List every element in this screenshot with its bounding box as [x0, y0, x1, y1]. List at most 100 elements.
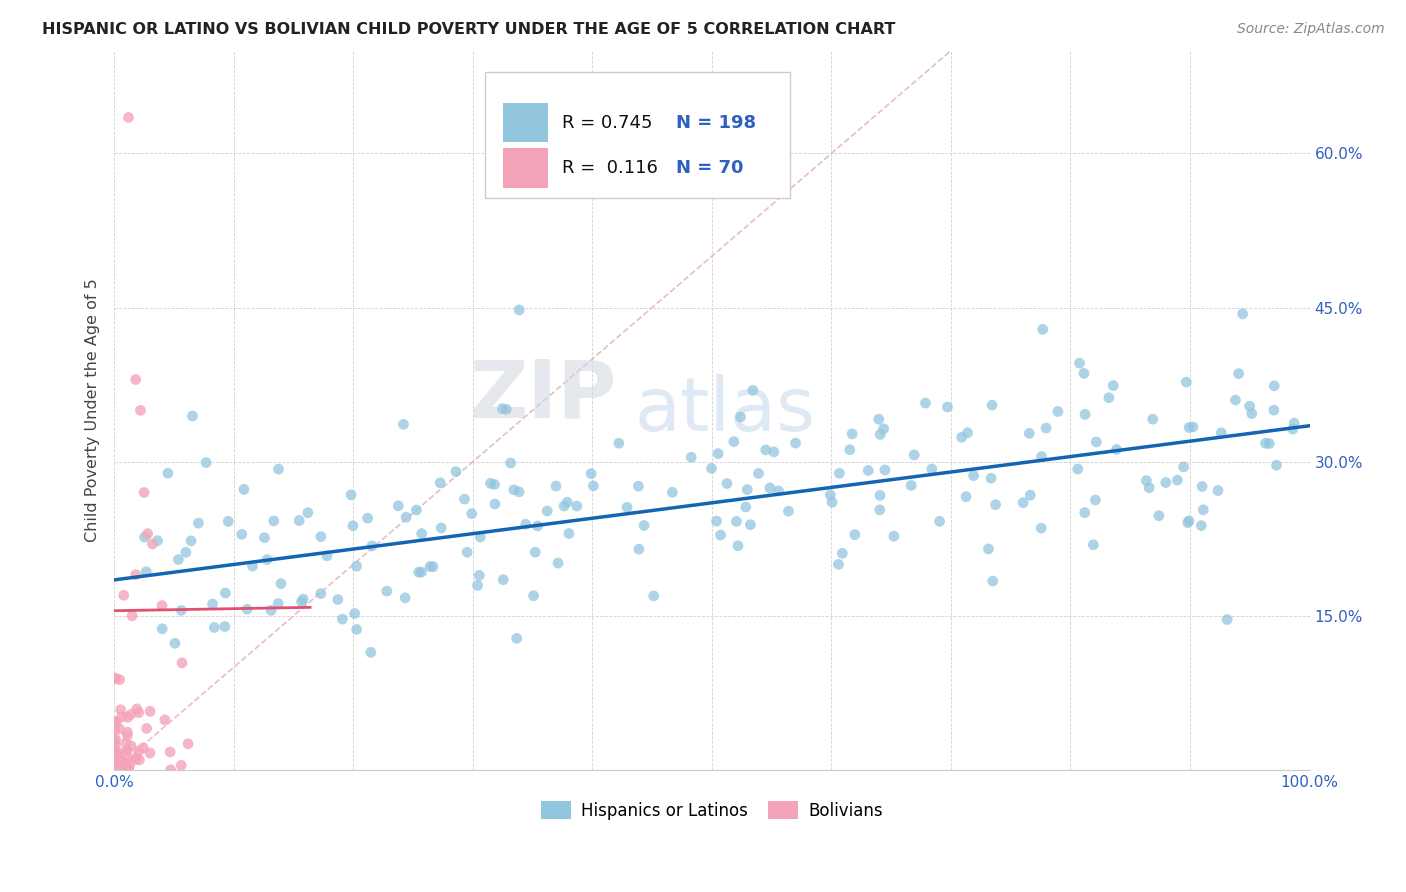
Point [112, 758, 135, 772]
Point [956, 425, 979, 440]
Point [778, 504, 800, 518]
Point [479, 476, 502, 491]
Point [553, 499, 575, 513]
Point [104, 745, 127, 759]
Point [1265, 458, 1288, 473]
Point [125, 751, 148, 765]
Point [1258, 436, 1281, 450]
Point [174, 545, 197, 559]
Point [108, 757, 131, 772]
Point [343, 607, 366, 621]
Point [103, 672, 125, 686]
Point [231, 527, 253, 541]
Point [360, 645, 382, 659]
Point [928, 514, 950, 528]
Point [1085, 435, 1108, 450]
Text: N = 198: N = 198 [676, 113, 756, 132]
Point [107, 761, 129, 775]
Point [1135, 474, 1157, 488]
Point [429, 475, 451, 490]
Point [187, 516, 209, 530]
Point [1031, 521, 1053, 535]
Point [107, 750, 129, 764]
Point [741, 384, 763, 398]
Point [292, 592, 315, 607]
Point [524, 545, 547, 559]
Point [565, 499, 588, 513]
Point [883, 529, 905, 543]
Point [342, 518, 364, 533]
Point [202, 620, 225, 634]
Point [869, 427, 891, 442]
Point [103, 732, 125, 747]
Point [129, 403, 152, 417]
Point [1035, 421, 1057, 435]
Text: ZIP: ZIP [470, 357, 616, 435]
Point [309, 530, 332, 544]
Point [124, 752, 146, 766]
Point [984, 498, 1007, 512]
Point [755, 442, 778, 457]
Point [111, 710, 134, 724]
Point [170, 603, 193, 617]
Point [290, 595, 312, 609]
Point [681, 450, 703, 465]
Point [263, 514, 285, 528]
Point [1073, 367, 1095, 381]
Point [108, 722, 131, 736]
Point [346, 623, 368, 637]
Point [737, 483, 759, 497]
Point [104, 671, 127, 685]
Point [117, 752, 139, 766]
Legend: Hispanics or Latinos, Bolivians: Hispanics or Latinos, Bolivians [534, 795, 889, 826]
Text: R = 0.745: R = 0.745 [562, 113, 652, 132]
Point [103, 753, 125, 767]
Point [456, 545, 478, 559]
Point [1098, 391, 1121, 405]
Point [288, 514, 311, 528]
Point [214, 586, 236, 600]
Point [105, 714, 128, 729]
Point [1074, 408, 1097, 422]
Point [267, 462, 290, 476]
Point [821, 495, 844, 509]
Point [135, 565, 157, 579]
Point [114, 756, 136, 770]
Point [1263, 403, 1285, 417]
Point [955, 490, 977, 504]
Text: N = 70: N = 70 [676, 159, 744, 177]
Point [103, 719, 125, 733]
Point [128, 706, 150, 720]
Point [716, 476, 738, 491]
Point [740, 517, 762, 532]
Point [470, 530, 492, 544]
Point [962, 468, 984, 483]
Point [242, 559, 264, 574]
Point [725, 515, 748, 529]
Point [150, 622, 173, 636]
Point [1175, 375, 1198, 389]
Point [491, 401, 513, 416]
Point [484, 477, 506, 491]
Point [163, 636, 186, 650]
Point [1281, 422, 1303, 436]
Point [104, 747, 127, 762]
Point [236, 602, 259, 616]
Point [103, 721, 125, 735]
Point [706, 514, 728, 528]
Point [115, 759, 138, 773]
Point [579, 467, 602, 481]
Point [1074, 506, 1097, 520]
Point [710, 528, 733, 542]
Text: HISPANIC OR LATINO VS BOLIVIAN CHILD POVERTY UNDER THE AGE OF 5 CORRELATION CHAR: HISPANIC OR LATINO VS BOLIVIAN CHILD POV… [42, 22, 896, 37]
Point [1178, 420, 1201, 434]
Point [110, 755, 132, 769]
Point [1216, 613, 1239, 627]
Point [1227, 367, 1250, 381]
Point [387, 499, 409, 513]
Point [831, 546, 853, 560]
Point [394, 591, 416, 605]
Point [103, 714, 125, 729]
Point [869, 503, 891, 517]
Point [1083, 538, 1105, 552]
